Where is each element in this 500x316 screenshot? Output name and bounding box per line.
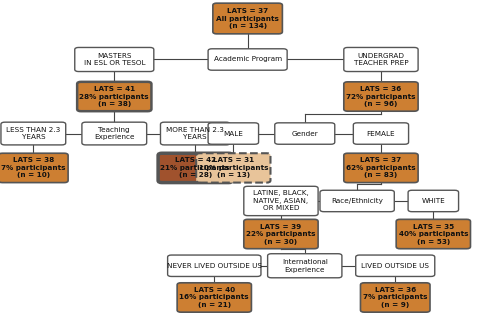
Text: LATINE, BLACK,
NATIVE, ASIAN,
OR MIXED: LATINE, BLACK, NATIVE, ASIAN, OR MIXED	[253, 191, 309, 211]
Text: MALE: MALE	[224, 131, 244, 137]
FancyBboxPatch shape	[320, 190, 394, 212]
Text: MASTERS
IN ESL OR TESOL: MASTERS IN ESL OR TESOL	[84, 53, 145, 66]
Text: LATS = 37
All participants
(n = 134): LATS = 37 All participants (n = 134)	[216, 8, 279, 29]
Text: Teaching
Experience: Teaching Experience	[94, 127, 134, 140]
FancyBboxPatch shape	[354, 123, 408, 144]
FancyBboxPatch shape	[0, 153, 68, 183]
FancyBboxPatch shape	[360, 283, 430, 312]
FancyBboxPatch shape	[356, 255, 435, 276]
FancyBboxPatch shape	[244, 219, 318, 249]
Text: LATS = 42
21% participants
(n = 28): LATS = 42 21% participants (n = 28)	[160, 157, 230, 179]
Text: LATS = 36
72% participants
(n = 96): LATS = 36 72% participants (n = 96)	[346, 86, 416, 107]
FancyBboxPatch shape	[268, 254, 342, 278]
Text: LATS = 40
16% participants
(n = 21): LATS = 40 16% participants (n = 21)	[180, 287, 249, 308]
FancyBboxPatch shape	[344, 82, 418, 111]
Text: LATS = 38
7% participants
(n = 10): LATS = 38 7% participants (n = 10)	[1, 157, 66, 179]
FancyBboxPatch shape	[168, 255, 261, 276]
Text: International
Experience: International Experience	[282, 259, 328, 272]
FancyBboxPatch shape	[396, 219, 470, 249]
FancyBboxPatch shape	[275, 123, 335, 144]
FancyBboxPatch shape	[208, 123, 258, 144]
Text: LESS THAN 2.3
YEARS: LESS THAN 2.3 YEARS	[6, 127, 60, 140]
Text: MORE THAN 2.3
YEARS: MORE THAN 2.3 YEARS	[166, 127, 224, 140]
FancyBboxPatch shape	[208, 49, 287, 70]
Text: LATS = 36
7% participants
(n = 9): LATS = 36 7% participants (n = 9)	[363, 287, 428, 308]
Text: NEVER LIVED OUTSIDE US: NEVER LIVED OUTSIDE US	[167, 263, 262, 269]
FancyBboxPatch shape	[213, 3, 282, 34]
Text: Academic Program: Academic Program	[214, 57, 282, 63]
FancyBboxPatch shape	[160, 122, 230, 145]
FancyBboxPatch shape	[344, 47, 418, 71]
FancyBboxPatch shape	[196, 153, 270, 183]
Text: FEMALE: FEMALE	[366, 131, 396, 137]
FancyBboxPatch shape	[344, 153, 418, 183]
FancyBboxPatch shape	[75, 47, 154, 71]
Text: WHITE: WHITE	[422, 198, 445, 204]
FancyBboxPatch shape	[244, 186, 318, 216]
Text: LATS = 31
10% participants
(n = 13): LATS = 31 10% participants (n = 13)	[198, 157, 268, 179]
Text: LATS = 35
40% participants
(n = 53): LATS = 35 40% participants (n = 53)	[398, 223, 468, 245]
FancyBboxPatch shape	[77, 82, 152, 111]
Text: UNDERGRAD
TEACHER PREP: UNDERGRAD TEACHER PREP	[354, 53, 408, 66]
Text: LIVED OUTSIDE US: LIVED OUTSIDE US	[361, 263, 429, 269]
Text: LATS = 39
22% participants
(n = 30): LATS = 39 22% participants (n = 30)	[246, 223, 316, 245]
Text: LATS = 37
62% participants
(n = 83): LATS = 37 62% participants (n = 83)	[346, 157, 416, 179]
Text: LATS = 41
28% participants
(n = 38): LATS = 41 28% participants (n = 38)	[80, 86, 149, 107]
FancyBboxPatch shape	[1, 122, 66, 145]
Text: Race/Ethnicity: Race/Ethnicity	[331, 198, 383, 204]
FancyBboxPatch shape	[408, 190, 459, 212]
FancyBboxPatch shape	[158, 153, 232, 183]
FancyBboxPatch shape	[177, 283, 252, 312]
FancyBboxPatch shape	[82, 122, 146, 145]
Text: Gender: Gender	[292, 131, 318, 137]
